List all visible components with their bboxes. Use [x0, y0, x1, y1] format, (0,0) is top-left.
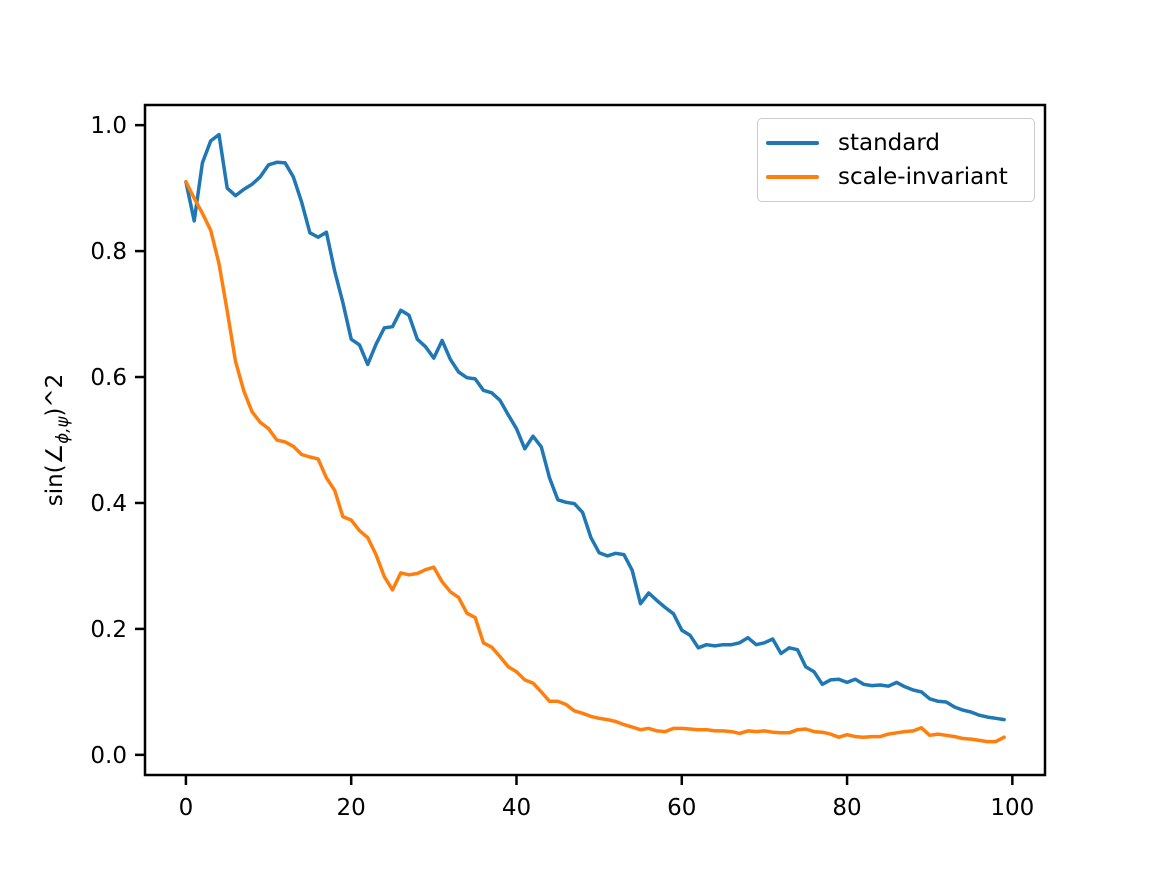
legend-label-standard: standard	[838, 129, 941, 156]
x-tick-label: 60	[667, 795, 696, 821]
y-tick-label: 0.0	[90, 743, 127, 769]
series-line-scale-invariant	[184, 180, 1006, 744]
y-axis-label-prefix: sin(	[42, 464, 69, 507]
y-axis-label-suffix: )^2	[42, 373, 69, 417]
y-axis-label: sin(∠ϕ,ψ)^2	[42, 374, 72, 507]
series-line-standard	[184, 132, 1006, 722]
plot-frame	[143, 103, 1047, 777]
legend-swatch-standard	[766, 141, 819, 145]
legend-label-scale-invariant: scale-invariant	[838, 163, 1008, 190]
legend-item-scale-invariant: scale-invariant	[766, 162, 1020, 192]
angle-symbol: ∠	[42, 443, 69, 465]
y-axis-label-subscript: ϕ,ψ	[52, 416, 72, 444]
x-tick-label: 0	[179, 795, 194, 821]
x-tick-label: 80	[832, 795, 861, 821]
y-tick-label: 0.8	[90, 239, 127, 265]
y-tick-label: 1.0	[90, 113, 127, 139]
y-tick-label: 0.2	[90, 617, 127, 643]
x-tick-label: 40	[502, 795, 531, 821]
legend-swatch-scale-invariant	[766, 175, 819, 179]
legend: standard scale-invariant	[757, 118, 1035, 202]
legend-item-standard: standard	[766, 128, 1020, 158]
x-tick-label: 20	[337, 795, 366, 821]
y-tick-label: 0.6	[90, 365, 127, 391]
y-tick-label: 0.4	[90, 491, 127, 517]
x-tick-label: 100	[990, 795, 1034, 821]
